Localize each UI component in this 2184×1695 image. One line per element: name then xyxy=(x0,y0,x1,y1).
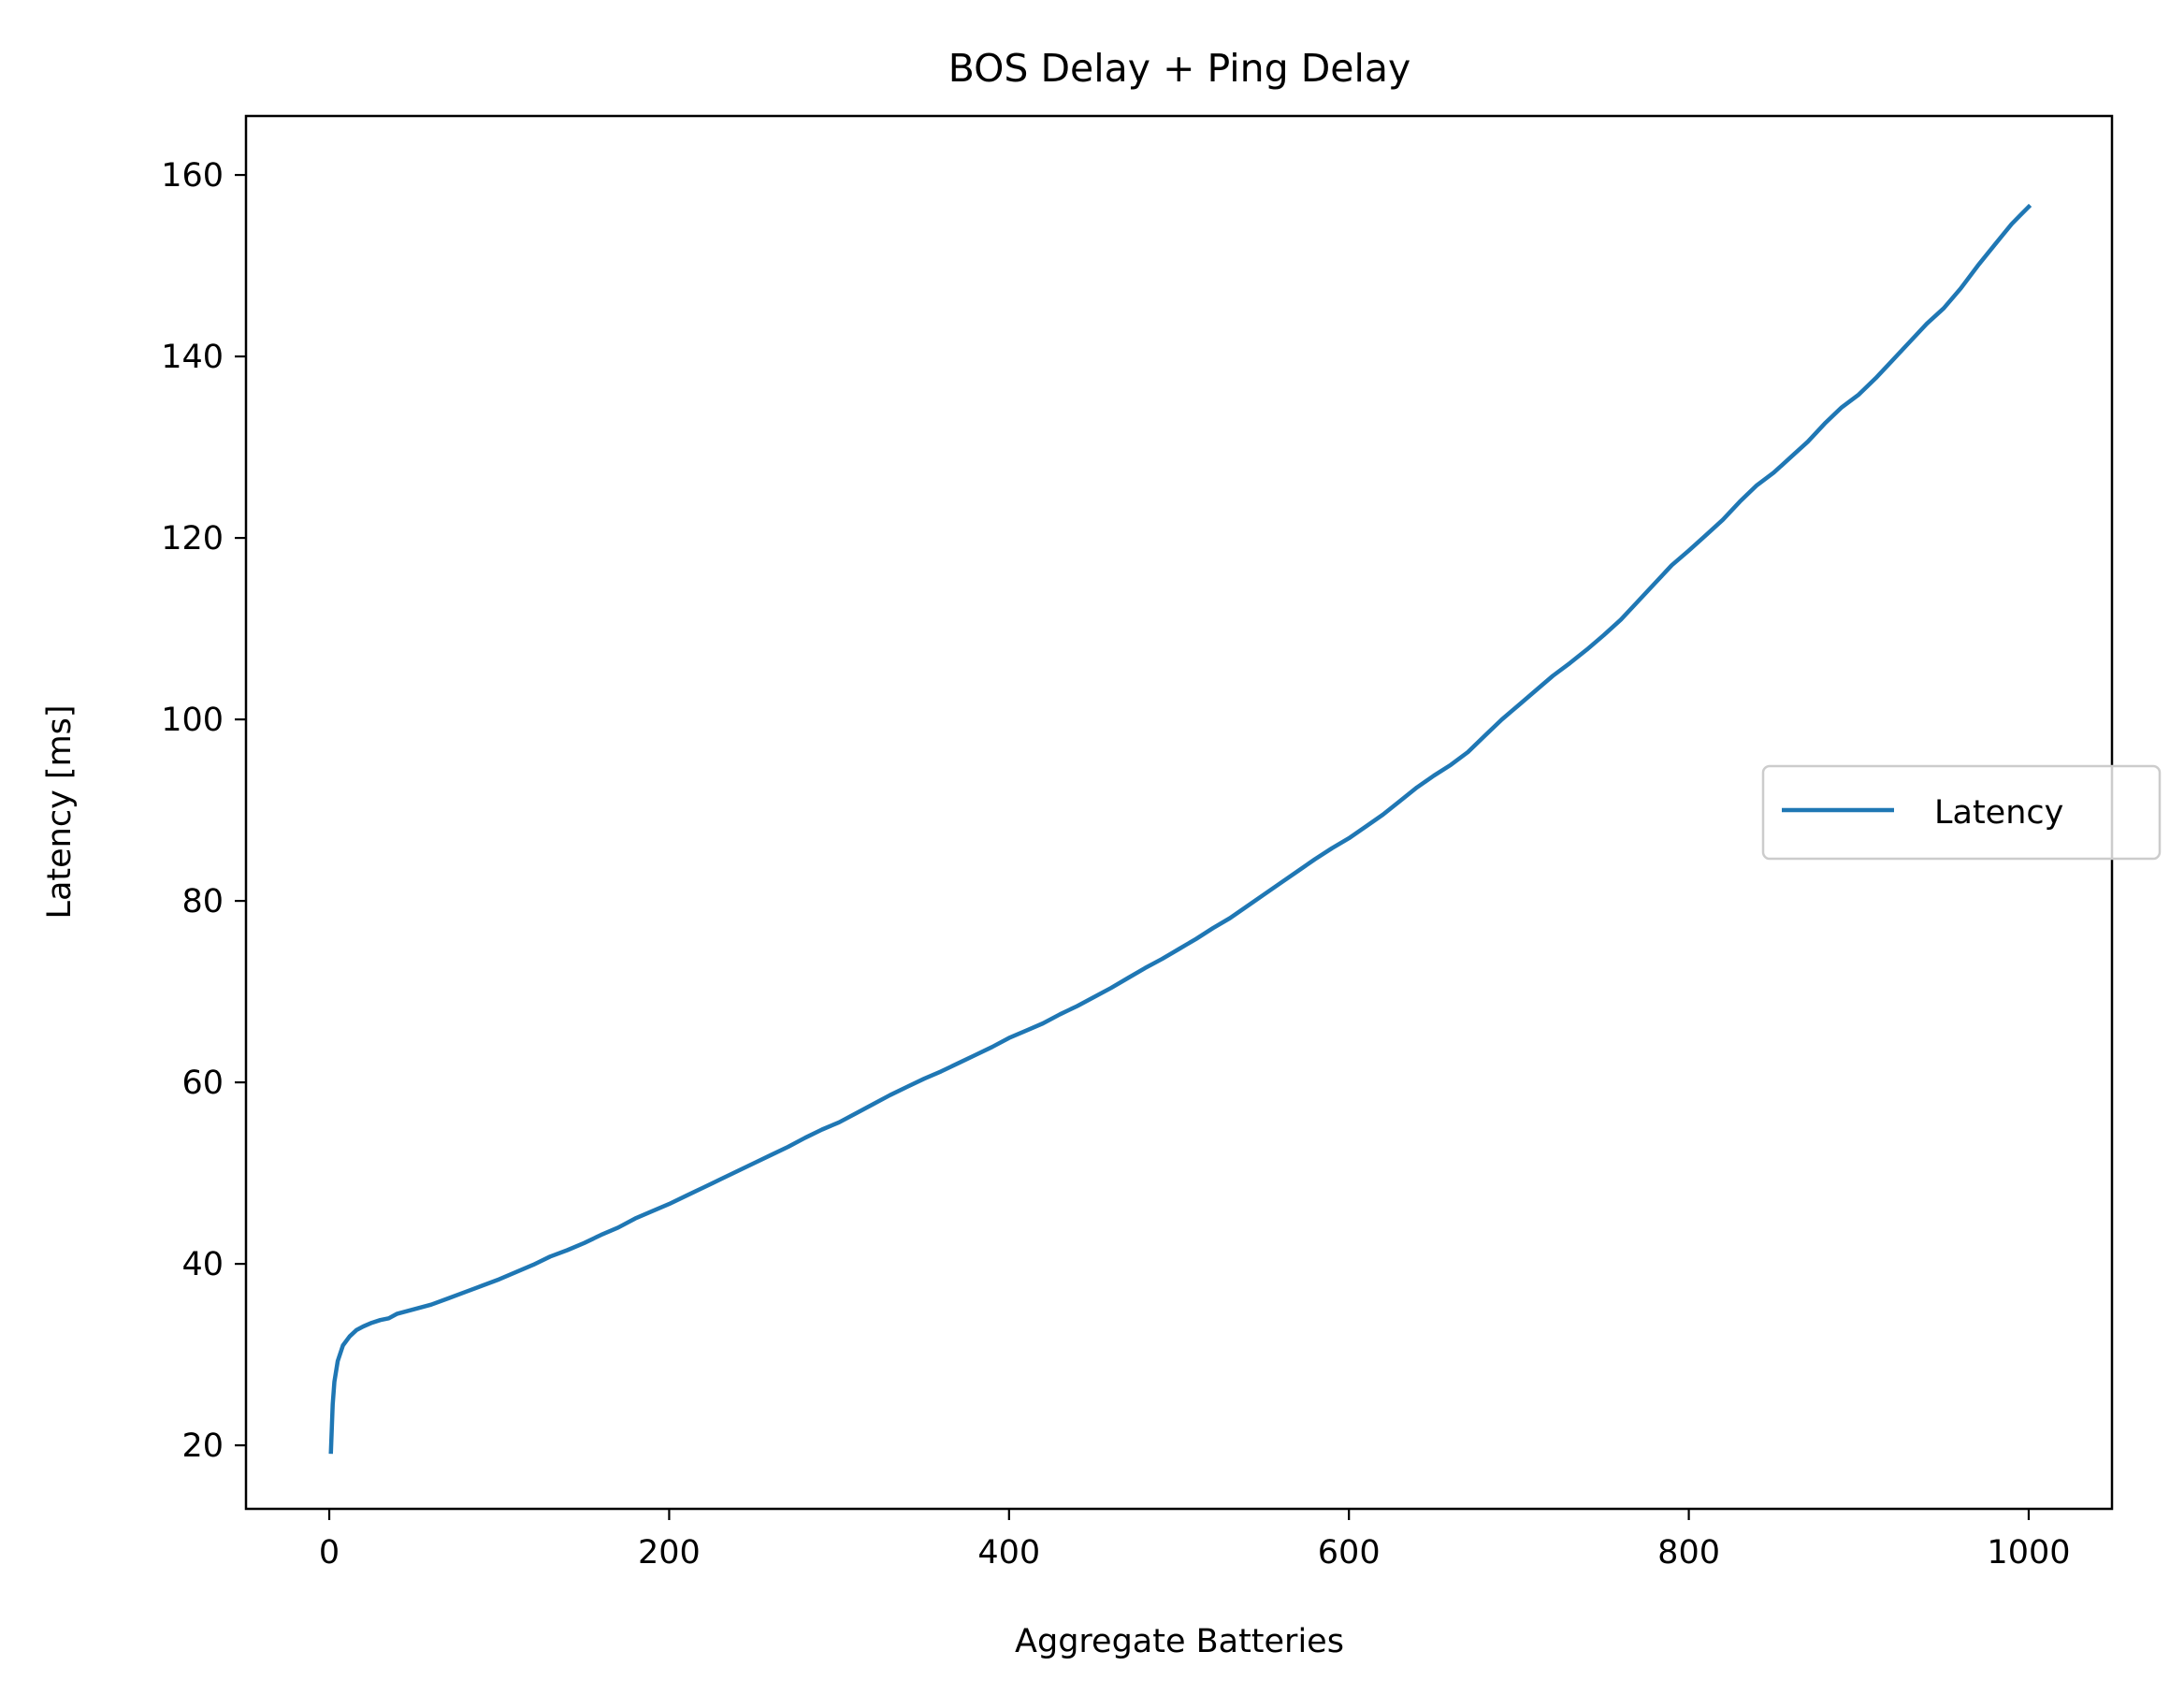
y-tick-label-60: 60 xyxy=(181,1065,224,1102)
x-tick-label-200: 200 xyxy=(638,1534,701,1572)
y-tick-label-20: 20 xyxy=(181,1427,224,1465)
y-tick-label-120: 120 xyxy=(161,520,224,558)
plot-layer xyxy=(328,203,2032,1455)
x-tick-label-400: 400 xyxy=(977,1534,1040,1572)
legend-frame xyxy=(1761,764,2162,861)
legend-label-latency: Latency xyxy=(1934,794,2063,832)
x-tick-label-0: 0 xyxy=(319,1534,340,1572)
tick-layer: 0 200 400 600 800 1000 20 40 60 80 100 120 140 160 xyxy=(161,157,2070,1572)
y-tick-label-100: 100 xyxy=(161,702,224,739)
x-axis-label: Aggregate Batteries xyxy=(1015,1623,1344,1660)
y-tick-label-160: 160 xyxy=(161,157,224,195)
series-line-latency xyxy=(328,203,2032,1455)
chart-title: BOS Delay + Ping Delay xyxy=(948,46,1411,91)
y-tick-label-80: 80 xyxy=(181,883,224,920)
legend: Latency xyxy=(1761,764,2162,861)
y-axis-label: Latency [ms] xyxy=(41,704,79,919)
y-tick-label-40: 40 xyxy=(181,1246,224,1283)
x-tick-label-600: 600 xyxy=(1318,1534,1381,1572)
x-tick-label-1000: 1000 xyxy=(1987,1534,2070,1572)
y-tick-label-140: 140 xyxy=(161,339,224,376)
x-tick-label-800: 800 xyxy=(1657,1534,1720,1572)
